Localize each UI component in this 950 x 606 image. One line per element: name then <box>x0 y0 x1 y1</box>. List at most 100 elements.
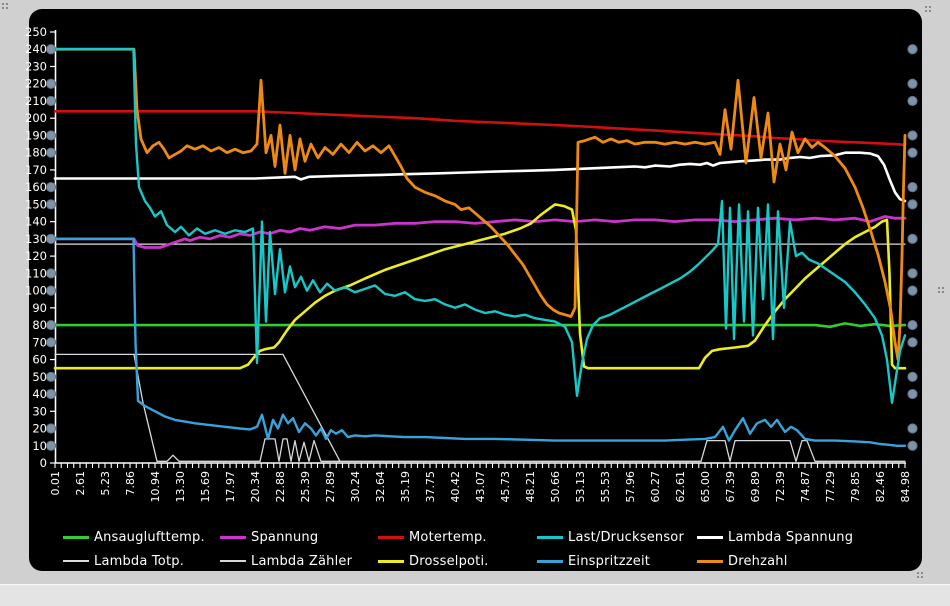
x-tick-label-10.94: 10.94 <box>149 471 162 503</box>
x-tick-label-22.88: 22.88 <box>274 471 287 503</box>
marker-dot-right-80 <box>907 319 918 331</box>
marker-dot-right-50 <box>907 371 918 382</box>
series-line-drosselpoti <box>53 203 907 370</box>
series-line-last-drucksensor <box>53 48 907 404</box>
marker-dot-right-100 <box>907 285 918 296</box>
marker-dot-right-160 <box>907 182 918 193</box>
legend-item-motertemp[interactable]: Motertemp. <box>378 529 487 545</box>
legend-label-drehzahl: Drehzahl <box>728 553 788 569</box>
y-tick-label-100: 100 <box>25 284 47 298</box>
x-tick-label-50.66: 50.66 <box>549 471 562 503</box>
x-tick-label-20.34: 20.34 <box>249 471 262 503</box>
legend-label-ansauglufttemp: Ansauglufttemp. <box>94 529 205 545</box>
legend-swatch-motertemp <box>378 535 404 539</box>
window-frame-bottom <box>0 584 950 606</box>
legend-item-spannung[interactable]: Spannung <box>220 529 318 545</box>
y-tick-label-240: 240 <box>25 42 47 56</box>
x-tick-label-53.13: 53.13 <box>574 471 587 503</box>
x-tick-label-57.96: 57.96 <box>624 471 637 503</box>
legend-swatch-lambda-zähler <box>220 560 246 562</box>
legend-swatch-spannung <box>220 535 246 539</box>
marker-dot-right-130 <box>907 233 918 244</box>
marker-dot-left-150 <box>45 199 57 210</box>
y-tick-label-230: 230 <box>25 59 47 73</box>
series-line-ansauglufttemp <box>53 322 907 329</box>
legend-label-lambda-spannung: Lambda Spannung <box>728 529 854 545</box>
legend-item-last-drucksensor[interactable]: Last/Drucksensor <box>537 529 684 545</box>
x-tick-label-0.01: 0.01 <box>49 471 62 496</box>
legend-label-lambda-totp: Lambda Totp. <box>94 553 185 569</box>
y-tick-label-0: 0 <box>40 456 47 470</box>
marker-dot-left-210 <box>45 95 57 107</box>
marker-dot-left-50 <box>45 371 57 382</box>
x-tick-label-48.21: 48.21 <box>524 471 537 503</box>
x-tick-label-67.39: 67.39 <box>724 471 737 503</box>
legend-label-lambda-zähler: Lambda Zähler <box>251 553 353 569</box>
x-tick-label-43.07: 43.07 <box>474 471 487 503</box>
x-tick-label-84.98: 84.98 <box>899 471 912 503</box>
resize-grip-bottom-right[interactable] <box>917 572 923 578</box>
marker-dot-right-110 <box>907 268 918 279</box>
x-tick-label-62.61: 62.61 <box>674 471 687 503</box>
y-tick-label-140: 140 <box>25 215 47 229</box>
marker-dot-left-240 <box>45 44 57 55</box>
x-tick-label-35.19: 35.19 <box>399 471 412 503</box>
y-tick-label-40: 40 <box>32 387 47 401</box>
legend-item-lambda-totp[interactable]: Lambda Totp. <box>63 553 184 569</box>
x-tick-label-30.24: 30.24 <box>349 471 362 503</box>
x-tick-label-5.23: 5.23 <box>99 471 112 496</box>
resize-grip-top-left[interactable] <box>2 3 8 9</box>
legend-item-drosselpoti[interactable]: Drosselpoti. <box>378 553 489 569</box>
marker-dot-right-70 <box>907 337 918 348</box>
y-tick-label-10: 10 <box>32 439 47 453</box>
marker-dot-right-210 <box>907 95 918 107</box>
series-line-drehzahl <box>53 47 907 361</box>
series-line-einspritzzeit <box>53 237 907 447</box>
resize-grip-top-right[interactable] <box>925 6 931 12</box>
legend-label-drosselpoti: Drosselpoti. <box>409 553 489 569</box>
y-tick-label-130: 130 <box>25 232 47 246</box>
x-tick-label-77.29: 77.29 <box>824 471 837 503</box>
y-tick-label-180: 180 <box>25 146 47 160</box>
x-tick-label-32.64: 32.64 <box>374 471 387 503</box>
y-tick-label-160: 160 <box>25 180 47 194</box>
legend-item-lambda-zähler[interactable]: Lambda Zähler <box>220 553 352 569</box>
y-tick-label-210: 210 <box>25 94 47 108</box>
marker-dot-left-70 <box>45 337 57 348</box>
series-line-motertemp <box>53 110 907 147</box>
y-tick-label-150: 150 <box>25 197 47 211</box>
marker-dot-left-130 <box>45 233 57 244</box>
y-tick-label-190: 190 <box>25 128 47 142</box>
resize-grip-right-middle[interactable] <box>938 287 944 293</box>
marker-dot-left-40 <box>45 388 57 400</box>
y-tick-label-120: 120 <box>25 249 47 263</box>
marker-dot-left-100 <box>45 285 57 296</box>
x-tick-label-17.97: 17.97 <box>224 471 237 503</box>
y-tick-label-250: 250 <box>25 25 47 39</box>
y-tick-label-30: 30 <box>32 404 47 418</box>
legend-item-lambda-spannung[interactable]: Lambda Spannung <box>697 529 853 545</box>
marker-dot-left-110 <box>45 268 57 279</box>
x-tick-label-13.30: 13.30 <box>174 471 187 503</box>
legend-item-drehzahl[interactable]: Drehzahl <box>697 553 788 569</box>
legend-label-last-drucksensor: Last/Drucksensor <box>568 529 685 545</box>
legend-item-ansauglufttemp[interactable]: Ansauglufttemp. <box>63 529 205 545</box>
legend-label-spannung: Spannung <box>251 529 319 545</box>
x-tick-label-25.39: 25.39 <box>299 471 312 503</box>
series-line-lambda-zähler <box>54 353 341 462</box>
y-tick-label-170: 170 <box>25 163 47 177</box>
marker-dot-right-220 <box>907 78 918 89</box>
legend-swatch-drehzahl <box>697 559 723 563</box>
marker-dot-right-10 <box>907 440 918 451</box>
x-axis-ticks <box>54 463 906 468</box>
y-tick-label-220: 220 <box>25 77 47 91</box>
x-tick-label-15.69: 15.69 <box>199 471 212 503</box>
x-tick-label-65.00: 65.00 <box>699 471 712 503</box>
marker-dot-right-190 <box>907 130 918 141</box>
marker-dot-right-150 <box>907 199 918 210</box>
legend-swatch-ansauglufttemp <box>63 535 89 539</box>
legend-label-einspritzzeit: Einspritzzeit <box>568 553 651 569</box>
legend-item-einspritzzeit[interactable]: Einspritzzeit <box>537 553 650 569</box>
